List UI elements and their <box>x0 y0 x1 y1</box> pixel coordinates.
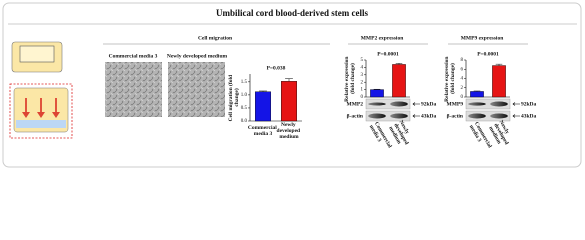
bar <box>370 89 384 98</box>
blot-arrow <box>412 102 420 106</box>
y-axis-label: Cell migration (fold change) <box>227 74 240 122</box>
y-tick-label: 0.0 <box>241 119 248 124</box>
micrograph <box>105 62 162 117</box>
blot-band <box>490 101 508 107</box>
y-axis-label: Relative expression (fold change) <box>444 55 456 102</box>
error-bar <box>259 90 267 92</box>
blot-strip <box>365 110 411 122</box>
error-bar <box>395 63 403 65</box>
figure-title: Umbilical cord blood-derived stem cells <box>216 8 368 18</box>
y-tick-label: 0 <box>461 95 464 100</box>
y-tick-label: 4 <box>461 77 464 82</box>
blot-band <box>468 102 486 106</box>
blot-arrow <box>512 102 520 106</box>
error-bar <box>495 63 503 66</box>
blot-band <box>390 113 408 119</box>
y-tick-label: 0 <box>361 95 364 100</box>
transwell-icon <box>9 41 73 139</box>
blot-strip <box>465 98 511 110</box>
image-label: Newly developed medium <box>167 53 228 59</box>
blot-strip <box>465 110 511 122</box>
blot-strip <box>365 98 411 110</box>
y-tick-label: 1.5 <box>241 80 248 85</box>
figure: Umbilical cord blood-derived stem cells … <box>2 2 582 168</box>
blot-row-label: MMP2 <box>347 101 364 107</box>
y-tick-label: 1 <box>361 88 364 93</box>
bar <box>254 91 271 122</box>
blot-band <box>390 101 408 107</box>
panel-title: MMP2 expression <box>361 35 404 41</box>
bar <box>492 65 506 98</box>
blot-size-label: 92kDa <box>421 101 437 107</box>
blot-row-label: β-actin <box>347 113 363 119</box>
blot-band <box>468 113 486 119</box>
blot-size-label: 43kDa <box>421 113 437 119</box>
y-tick-label: 0.5 <box>241 106 248 111</box>
blot-size-label: 43kDa <box>521 113 537 119</box>
y-tick-label: 2 <box>461 86 464 91</box>
bar <box>470 91 484 98</box>
blot-band <box>368 102 386 106</box>
blot-band <box>490 113 508 119</box>
blot-row-label: β-actin <box>447 113 463 119</box>
blot-size-label: 92kDa <box>521 101 537 107</box>
panel-title: Cell migration <box>198 35 232 41</box>
bar <box>281 81 298 122</box>
blot-row-label: MMP9 <box>447 101 464 107</box>
y-tick-label: 8 <box>461 58 464 63</box>
micrograph <box>168 62 225 117</box>
y-tick-label: 6 <box>461 67 464 72</box>
y-tick-label: 3 <box>361 73 364 78</box>
y-tick-label: 2 <box>361 80 364 85</box>
image-label: Commercial media 3 <box>109 53 158 59</box>
annotation: P=0.0001 <box>477 51 499 57</box>
blot-band <box>368 113 386 119</box>
bar <box>392 64 406 98</box>
blot-arrow <box>512 114 520 118</box>
y-tick-label: 4 <box>361 66 364 71</box>
annotation: P=0.038 <box>267 65 286 71</box>
x-tick-label: Newly developed medium <box>277 122 302 140</box>
x-tick-label: Commercial media 3 <box>248 125 278 137</box>
y-tick-label: 5 <box>361 58 364 63</box>
error-bar <box>285 78 293 82</box>
y-axis-label: Relative expression (fold change) <box>344 55 356 102</box>
panel-title: MMP9 expression <box>461 35 504 41</box>
y-tick-label: 1.0 <box>241 93 248 98</box>
annotation: P=0.0001 <box>377 51 399 57</box>
blot-arrow <box>412 114 420 118</box>
